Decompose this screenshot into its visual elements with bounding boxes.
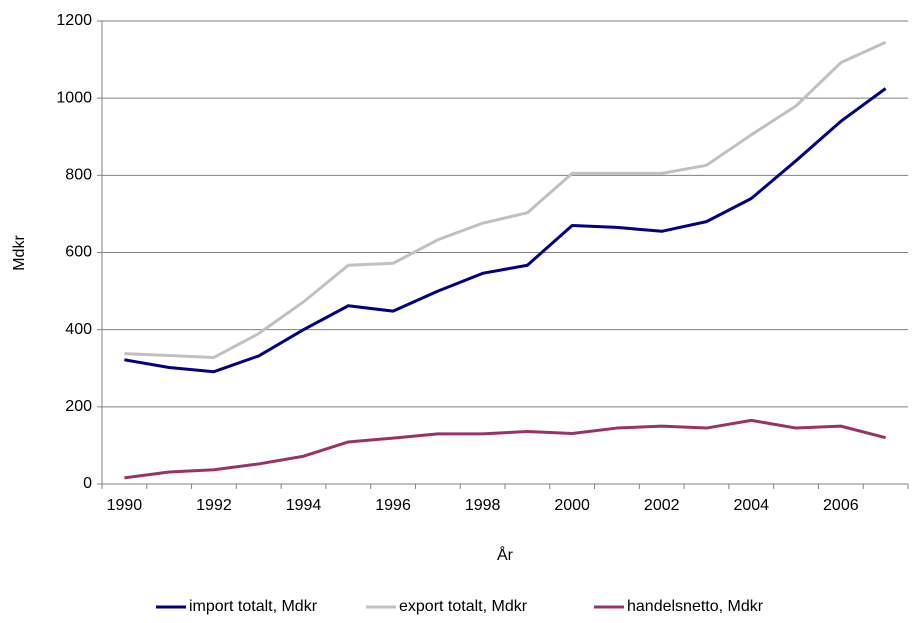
y-tick-label: 800 bbox=[65, 167, 92, 184]
x-tick-label: 2000 bbox=[554, 497, 590, 514]
y-tick-label: 600 bbox=[65, 244, 92, 261]
legend-label: export totalt, Mdkr bbox=[399, 598, 528, 615]
x-tick-label: 1990 bbox=[107, 497, 143, 514]
x-tick-label: 2004 bbox=[733, 497, 769, 514]
x-axis-label: År bbox=[497, 545, 514, 564]
x-tick-label: 2002 bbox=[644, 497, 680, 514]
y-tick-label: 200 bbox=[65, 398, 92, 415]
y-tick-label: 1000 bbox=[56, 89, 92, 106]
legend-label: import totalt, Mdkr bbox=[189, 598, 318, 615]
y-tick-label: 0 bbox=[83, 475, 92, 492]
line bbox=[124, 418, 886, 480]
legend-label: handelsnetto, Mdkr bbox=[627, 598, 764, 615]
y-tick-label: 1200 bbox=[56, 12, 92, 29]
x-tick-label: 2006 bbox=[823, 497, 859, 514]
x-tick-label: 1996 bbox=[375, 497, 411, 514]
y-axis-label: Mdkr bbox=[11, 235, 28, 271]
line bbox=[124, 87, 887, 374]
y-tick-label: 400 bbox=[65, 321, 92, 338]
x-tick-label: 1994 bbox=[286, 497, 322, 514]
x-tick-label: 1998 bbox=[465, 497, 501, 514]
line bbox=[124, 40, 887, 359]
x-tick-label: 1992 bbox=[196, 497, 232, 514]
